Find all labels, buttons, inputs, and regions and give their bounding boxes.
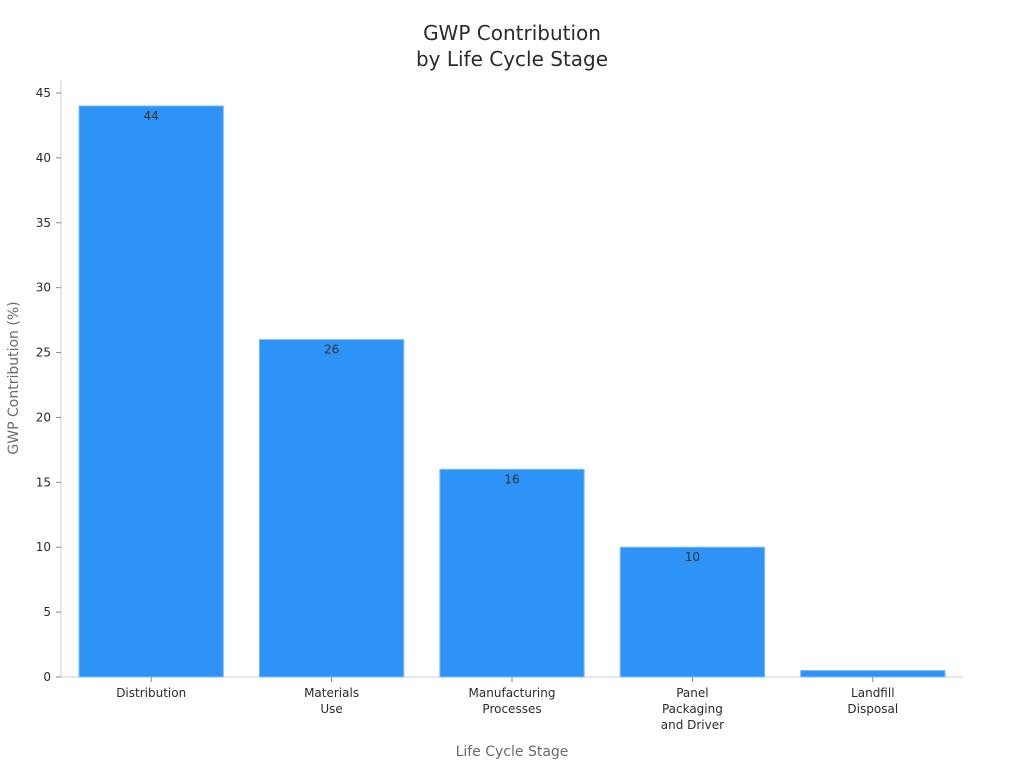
- x-tick-label: and Driver: [661, 718, 724, 732]
- y-axis-label: GWP Contribution (%): [6, 301, 22, 454]
- y-tick-label: 25: [36, 346, 51, 360]
- chart-title-line-2: by Life Cycle Stage: [416, 47, 608, 71]
- y-tick-label: 10: [36, 540, 51, 554]
- x-tick-label: Use: [320, 702, 342, 716]
- y-tick-label: 0: [43, 670, 51, 684]
- y-tick-label: 45: [36, 86, 51, 100]
- x-tick-label: Disposal: [847, 702, 898, 716]
- x-tick-label: Distribution: [116, 686, 186, 700]
- bar-0: [78, 105, 224, 678]
- y-tick-label: 15: [36, 475, 51, 489]
- bar-4: [800, 670, 946, 678]
- data-label-3: 10: [685, 550, 700, 564]
- bar-1: [258, 339, 405, 678]
- x-tick-label: Materials: [304, 686, 359, 700]
- data-label-2: 16: [504, 472, 519, 486]
- data-label-1: 26: [324, 343, 339, 357]
- y-tick-label: 35: [36, 216, 51, 230]
- x-tick-label: Manufacturing: [469, 686, 556, 700]
- x-tick-label: Packaging: [662, 702, 723, 716]
- plot-area: 0 5 10 15 20 25 30 35 40 45 44 Distribution 26 Materi…: [36, 80, 963, 732]
- x-tick-label: Panel: [676, 686, 708, 700]
- y-tick-label: 20: [36, 410, 51, 424]
- x-tick-label: Processes: [482, 702, 541, 716]
- chart-title: GWP Contribution by Life Cycle Stage: [416, 21, 608, 71]
- chart-title-line-1: GWP Contribution: [423, 21, 601, 45]
- bar-3: [619, 546, 766, 678]
- x-tick-label: Landfill: [851, 686, 895, 700]
- x-axis-label: Life Cycle Stage: [456, 744, 569, 760]
- y-tick-label: 30: [36, 281, 51, 295]
- bar-2: [439, 468, 585, 678]
- y-tick-label: 40: [36, 151, 51, 165]
- y-tick-label: 5: [43, 605, 51, 619]
- data-label-0: 44: [144, 109, 159, 123]
